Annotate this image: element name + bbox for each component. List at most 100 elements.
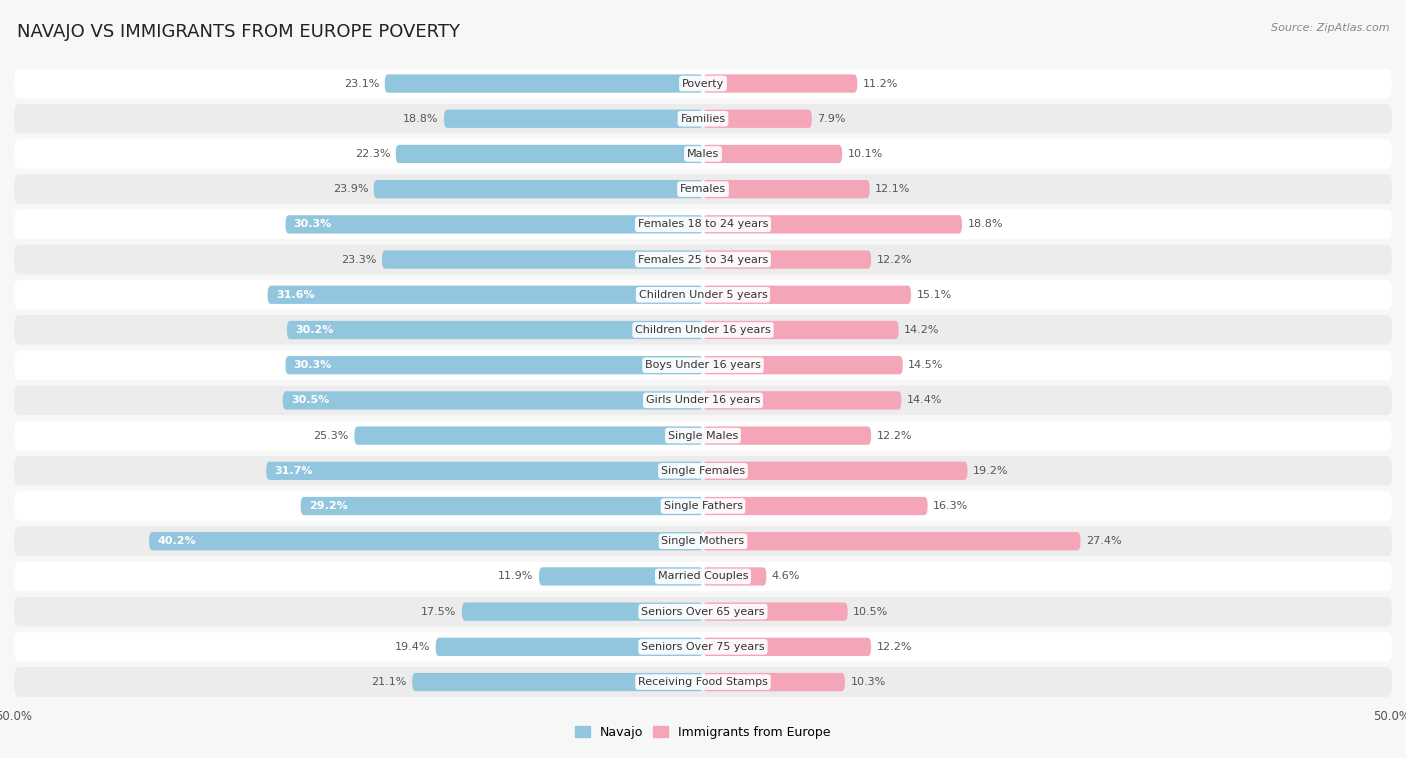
FancyBboxPatch shape — [287, 321, 703, 339]
Text: Single Males: Single Males — [668, 431, 738, 440]
FancyBboxPatch shape — [267, 286, 703, 304]
FancyBboxPatch shape — [703, 637, 872, 656]
FancyBboxPatch shape — [14, 350, 1392, 380]
Text: 27.4%: 27.4% — [1085, 536, 1122, 547]
FancyBboxPatch shape — [461, 603, 703, 621]
FancyBboxPatch shape — [703, 673, 845, 691]
FancyBboxPatch shape — [14, 562, 1392, 591]
Text: 21.1%: 21.1% — [371, 677, 406, 687]
Text: Source: ZipAtlas.com: Source: ZipAtlas.com — [1271, 23, 1389, 33]
Text: 31.6%: 31.6% — [276, 290, 315, 299]
FancyBboxPatch shape — [395, 145, 703, 163]
Text: 10.3%: 10.3% — [851, 677, 886, 687]
Text: 40.2%: 40.2% — [157, 536, 195, 547]
FancyBboxPatch shape — [301, 496, 703, 515]
Text: Single Mothers: Single Mothers — [661, 536, 745, 547]
FancyBboxPatch shape — [285, 215, 703, 233]
FancyBboxPatch shape — [382, 250, 703, 269]
Text: 17.5%: 17.5% — [420, 606, 457, 617]
Text: 18.8%: 18.8% — [404, 114, 439, 124]
FancyBboxPatch shape — [266, 462, 703, 480]
Text: Families: Families — [681, 114, 725, 124]
Legend: Navajo, Immigrants from Europe: Navajo, Immigrants from Europe — [569, 721, 837, 744]
Text: Seniors Over 65 years: Seniors Over 65 years — [641, 606, 765, 617]
Text: 30.3%: 30.3% — [294, 360, 332, 370]
FancyBboxPatch shape — [703, 603, 848, 621]
Text: Poverty: Poverty — [682, 79, 724, 89]
FancyBboxPatch shape — [14, 139, 1392, 169]
Text: 12.2%: 12.2% — [876, 255, 912, 265]
FancyBboxPatch shape — [703, 427, 872, 445]
FancyBboxPatch shape — [538, 567, 703, 586]
FancyBboxPatch shape — [703, 145, 842, 163]
Text: Single Females: Single Females — [661, 466, 745, 476]
Text: Seniors Over 75 years: Seniors Over 75 years — [641, 642, 765, 652]
FancyBboxPatch shape — [14, 280, 1392, 309]
FancyBboxPatch shape — [703, 567, 766, 586]
Text: 23.9%: 23.9% — [333, 184, 368, 194]
FancyBboxPatch shape — [14, 456, 1392, 486]
Text: 23.1%: 23.1% — [344, 79, 380, 89]
FancyBboxPatch shape — [703, 532, 1081, 550]
Text: 12.2%: 12.2% — [876, 431, 912, 440]
Text: 30.5%: 30.5% — [291, 396, 329, 406]
Text: 16.3%: 16.3% — [934, 501, 969, 511]
FancyBboxPatch shape — [703, 180, 870, 199]
FancyBboxPatch shape — [374, 180, 703, 199]
FancyBboxPatch shape — [14, 174, 1392, 204]
Text: 14.4%: 14.4% — [907, 396, 942, 406]
Text: Females 18 to 24 years: Females 18 to 24 years — [638, 219, 768, 230]
FancyBboxPatch shape — [14, 667, 1392, 697]
FancyBboxPatch shape — [703, 215, 962, 233]
FancyBboxPatch shape — [436, 637, 703, 656]
FancyBboxPatch shape — [703, 250, 872, 269]
FancyBboxPatch shape — [14, 632, 1392, 662]
Text: 10.1%: 10.1% — [848, 149, 883, 159]
Text: 25.3%: 25.3% — [314, 431, 349, 440]
FancyBboxPatch shape — [14, 421, 1392, 450]
Text: 19.4%: 19.4% — [395, 642, 430, 652]
FancyBboxPatch shape — [285, 356, 703, 374]
FancyBboxPatch shape — [703, 286, 911, 304]
FancyBboxPatch shape — [703, 462, 967, 480]
Text: 7.9%: 7.9% — [817, 114, 846, 124]
FancyBboxPatch shape — [412, 673, 703, 691]
Text: Females: Females — [681, 184, 725, 194]
Text: Single Fathers: Single Fathers — [664, 501, 742, 511]
Text: 29.2%: 29.2% — [309, 501, 347, 511]
Text: 15.1%: 15.1% — [917, 290, 952, 299]
Text: 4.6%: 4.6% — [772, 572, 800, 581]
FancyBboxPatch shape — [703, 356, 903, 374]
Text: 12.1%: 12.1% — [875, 184, 911, 194]
Text: 11.2%: 11.2% — [863, 79, 898, 89]
Text: Children Under 5 years: Children Under 5 years — [638, 290, 768, 299]
FancyBboxPatch shape — [703, 74, 858, 92]
FancyBboxPatch shape — [703, 321, 898, 339]
FancyBboxPatch shape — [14, 104, 1392, 133]
FancyBboxPatch shape — [14, 386, 1392, 415]
FancyBboxPatch shape — [385, 74, 703, 92]
FancyBboxPatch shape — [703, 496, 928, 515]
FancyBboxPatch shape — [14, 245, 1392, 274]
FancyBboxPatch shape — [14, 527, 1392, 556]
Text: 18.8%: 18.8% — [967, 219, 1002, 230]
Text: 10.5%: 10.5% — [853, 606, 889, 617]
Text: Children Under 16 years: Children Under 16 years — [636, 325, 770, 335]
Text: Boys Under 16 years: Boys Under 16 years — [645, 360, 761, 370]
Text: 12.2%: 12.2% — [876, 642, 912, 652]
FancyBboxPatch shape — [14, 209, 1392, 239]
Text: 23.3%: 23.3% — [342, 255, 377, 265]
Text: Males: Males — [688, 149, 718, 159]
FancyBboxPatch shape — [283, 391, 703, 409]
Text: Married Couples: Married Couples — [658, 572, 748, 581]
FancyBboxPatch shape — [14, 69, 1392, 99]
Text: 30.3%: 30.3% — [294, 219, 332, 230]
Text: NAVAJO VS IMMIGRANTS FROM EUROPE POVERTY: NAVAJO VS IMMIGRANTS FROM EUROPE POVERTY — [17, 23, 460, 41]
Text: 11.9%: 11.9% — [498, 572, 533, 581]
FancyBboxPatch shape — [703, 110, 811, 128]
FancyBboxPatch shape — [354, 427, 703, 445]
FancyBboxPatch shape — [149, 532, 703, 550]
Text: 31.7%: 31.7% — [274, 466, 314, 476]
FancyBboxPatch shape — [14, 315, 1392, 345]
FancyBboxPatch shape — [14, 597, 1392, 626]
